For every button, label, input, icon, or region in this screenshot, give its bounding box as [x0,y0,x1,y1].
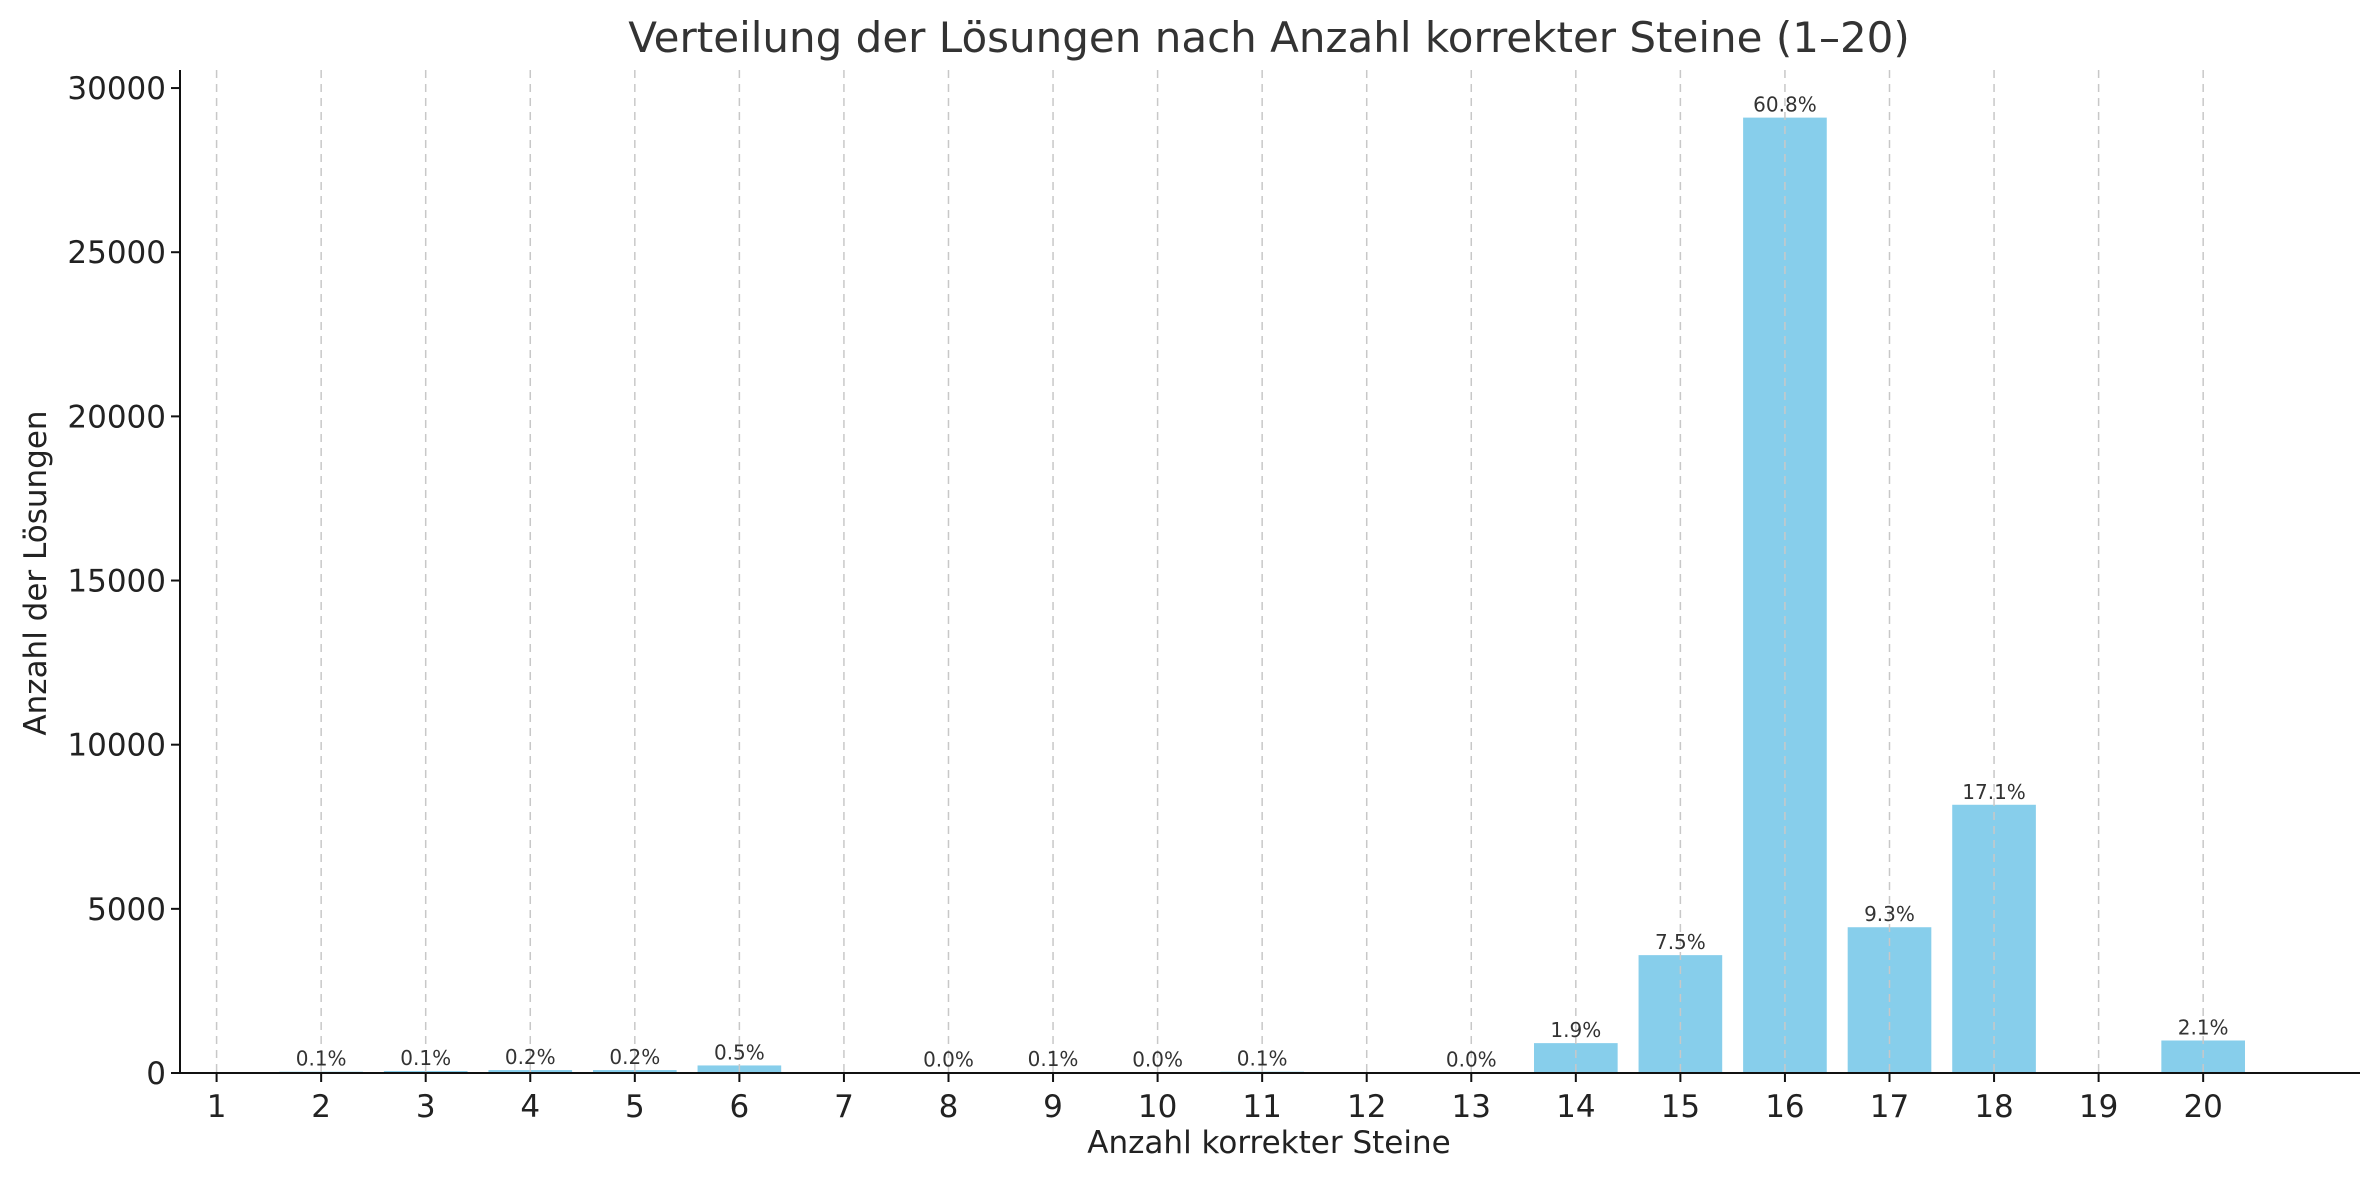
x-tick-label-8: 8 [939,1089,959,1125]
x-axis-label: Anzahl korrekter Steine [1087,1125,1450,1161]
data-label-3: 0.1% [400,1046,451,1070]
x-tick-label-20: 20 [2183,1089,2222,1125]
y-tick-label-5000: 5000 [87,892,166,928]
x-tick-label-13: 13 [1452,1089,1491,1125]
data-label-10: 0.0% [1132,1048,1183,1072]
data-label-16: 60.8% [1753,93,1817,117]
x-tick-label-1: 1 [207,1089,227,1125]
data-label-2: 0.1% [296,1047,347,1071]
data-labels: 0.1% 0.1% 0.2% 0.2% 0.5% 0.0% 0.1% 0.0% 0.1% 0.0%… [296,93,2229,1072]
y-tick-label-20000: 20000 [67,399,166,435]
x-tick-label-9: 9 [1043,1089,1063,1125]
data-label-20: 2.1% [2178,1015,2229,1039]
data-label-14: 1.9% [1550,1018,1601,1042]
y-tick-label-10000: 10000 [67,728,166,764]
x-tick-label-12: 12 [1347,1089,1386,1125]
x-axis-ticks: 1 2 3 4 5 6 7 8 9 10 11 12 13 14 15 16 17 18 19 20 [207,1073,2223,1125]
data-label-15: 7.5% [1655,930,1706,954]
data-label-6: 0.5% [714,1040,765,1064]
x-tick-label-2: 2 [311,1089,331,1125]
x-tick-label-18: 18 [1974,1089,2013,1125]
data-label-18: 17.1% [1962,780,2026,804]
x-tick-label-17: 17 [1870,1089,1909,1125]
data-label-13: 0.0% [1446,1048,1497,1072]
data-label-8: 0.0% [923,1048,974,1072]
y-tick-label-15000: 15000 [67,564,166,600]
x-tick-label-5: 5 [625,1089,645,1125]
data-label-9: 0.1% [1028,1047,1079,1071]
x-tick-label-6: 6 [730,1089,750,1125]
x-tick-label-10: 10 [1138,1089,1177,1125]
y-tick-label-30000: 30000 [67,71,166,107]
axes [179,70,2360,1074]
x-tick-label-11: 11 [1242,1089,1281,1125]
y-tick-label-0: 0 [146,1056,166,1092]
y-axis-label: Anzahl der Lösungen [18,410,54,735]
x-tick-label-15: 15 [1661,1089,1700,1125]
x-tick-label-16: 16 [1765,1089,1804,1125]
data-label-4: 0.2% [505,1045,556,1069]
data-label-11: 0.1% [1237,1047,1288,1071]
x-tick-label-4: 4 [520,1089,540,1125]
x-tick-label-7: 7 [834,1089,854,1125]
y-tick-label-25000: 25000 [67,235,166,271]
y-axis-ticks: 0 5000 10000 15000 20000 25000 30000 [67,71,180,1092]
chart-title: Verteilung der Lösungen nach Anzahl korr… [628,13,1910,62]
data-label-17: 9.3% [1864,902,1915,926]
data-label-5: 0.2% [609,1045,660,1069]
x-tick-label-3: 3 [416,1089,436,1125]
x-tick-label-14: 14 [1556,1089,1595,1125]
x-tick-label-19: 19 [2079,1089,2118,1125]
